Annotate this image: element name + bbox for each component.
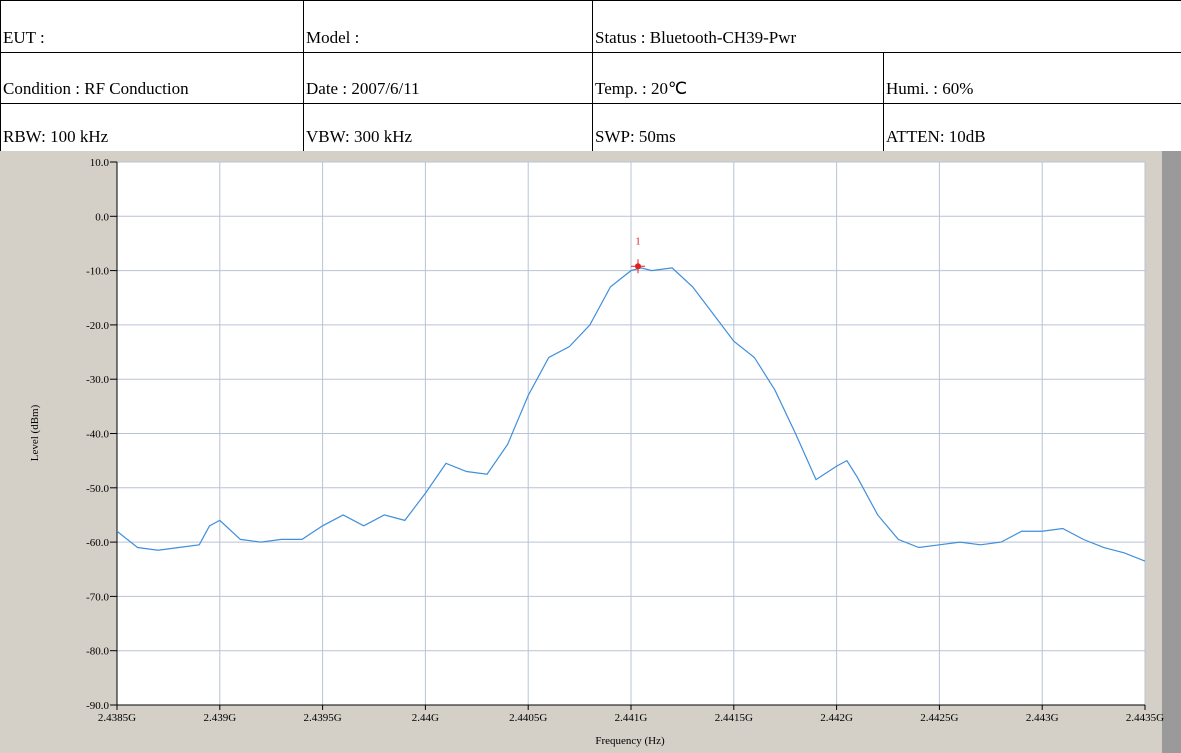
marker-label: 1	[635, 235, 641, 247]
y-tick-label: 10.0	[90, 157, 110, 169]
cell: Temp. : 20℃	[592, 52, 884, 104]
marker	[634, 263, 641, 270]
x-tick-label: 2.441G	[615, 712, 648, 724]
y-tick-label: -80.0	[86, 646, 109, 658]
cell: Date : 2007/6/11	[303, 52, 593, 104]
y-tick-label: -70.0	[86, 591, 109, 603]
x-tick-label: 2.4405G	[509, 712, 547, 724]
cell: RBW: 100 kHz	[0, 103, 304, 152]
x-tick-label: 2.4385G	[98, 712, 136, 724]
chart: Frequency (Hz) Level (dBm) 10.0 0.0 -10.0 -…	[0, 151, 1181, 753]
cell: Condition : RF Conduction	[0, 52, 304, 104]
x-tick-label: 2.4395G	[303, 712, 341, 724]
y-tick-label: -90.0	[86, 700, 109, 712]
y-tick-label: -10.0	[86, 266, 109, 278]
cell: Model :	[303, 0, 593, 53]
x-tick-label: 2.4425G	[920, 712, 958, 724]
cell: VBW: 300 kHz	[303, 103, 593, 152]
y-axis-label: Level (dBm)	[29, 404, 41, 461]
y-tick-label: 0.0	[95, 211, 109, 223]
x-tick-label: 2.4415G	[715, 712, 753, 724]
y-tick-label: -30.0	[86, 374, 109, 386]
cell: SWP: 50ms	[592, 103, 884, 152]
cell: ATTEN: 10dB	[882, 103, 1181, 152]
x-tick-label: 2.439G	[203, 712, 236, 724]
x-axis-label: Frequency (Hz)	[595, 735, 665, 747]
cell: Humi. : 60%	[882, 52, 1181, 104]
x-tick-label: 2.443G	[1026, 712, 1059, 724]
y-tick-label: -20.0	[86, 320, 109, 332]
y-tick-label: -50.0	[86, 483, 109, 495]
y-tick-label: -40.0	[86, 429, 109, 441]
y-tick-label: -60.0	[86, 537, 109, 549]
info-table: EUT : Model : Status : Bluetooth-CH39-Pwr …	[0, 0, 1181, 152]
frame-edge	[1162, 151, 1181, 753]
cell: EUT :	[0, 0, 304, 53]
cell: Status : Bluetooth-CH39-Pwr	[591, 0, 1181, 53]
x-tick-label: 2.442G	[820, 712, 853, 724]
x-tick-label: 2.44G	[412, 712, 439, 724]
trace	[116, 267, 1146, 562]
x-tick-label: 2.4435G	[1126, 712, 1164, 724]
